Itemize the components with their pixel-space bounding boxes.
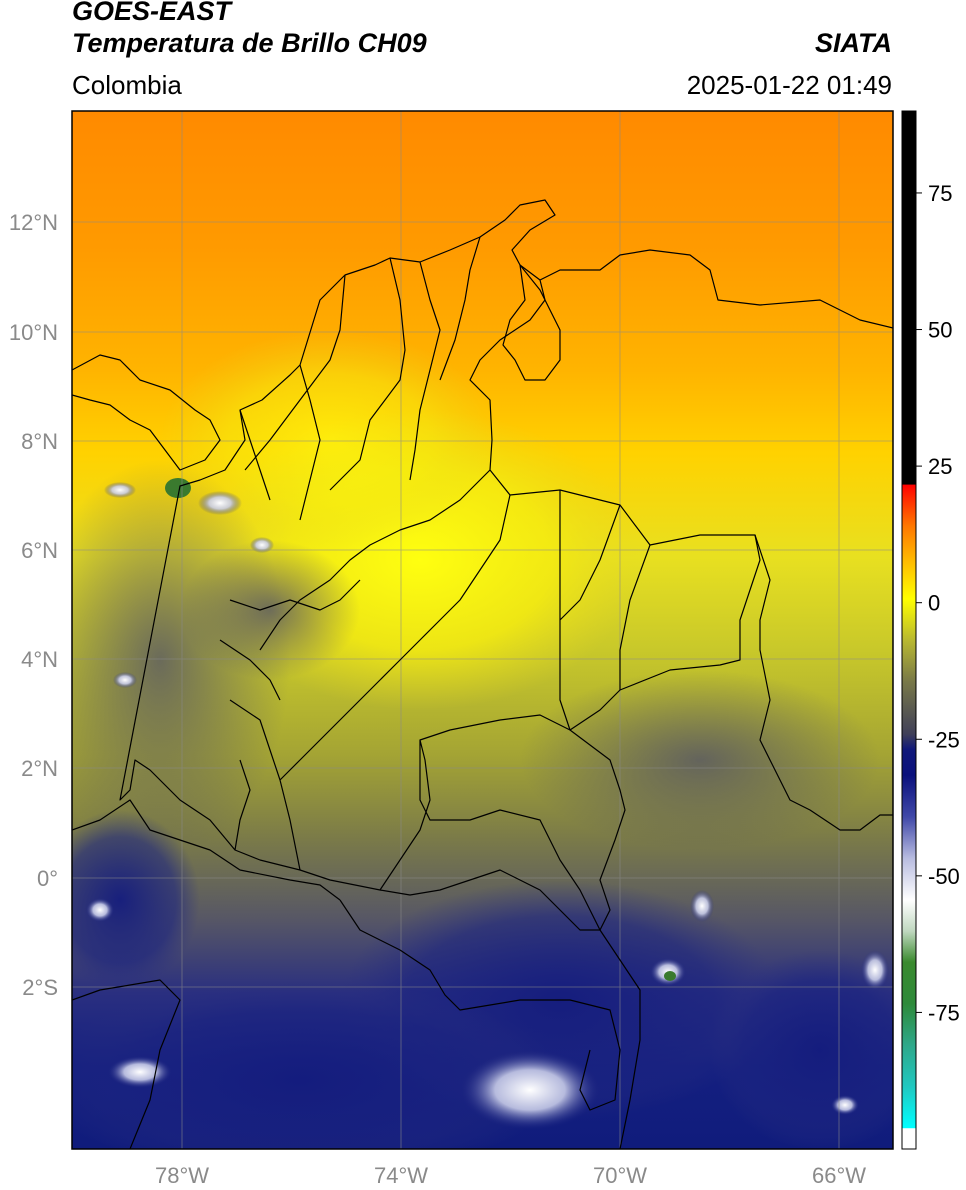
venezuela-coast xyxy=(539,249,893,329)
brightness-temperature-field xyxy=(72,111,893,1149)
colorbar-gradient xyxy=(901,110,917,1150)
lat-tick-label: 2°N xyxy=(21,756,58,781)
brazil-border xyxy=(599,929,641,1149)
lat-tick-label: 10°N xyxy=(9,320,58,345)
lat-tick-label: 12°N xyxy=(9,210,58,235)
region-label: Colombia xyxy=(72,70,182,100)
colorbar-tick-label: 0 xyxy=(928,591,940,616)
graticule xyxy=(72,111,893,1149)
colorbar-tick-label: -75 xyxy=(928,1000,960,1025)
colorbar-ticks: 75 50 25 0 -25 -50 -75 xyxy=(916,181,960,1025)
map-frame xyxy=(71,110,894,1150)
venezuela-south xyxy=(754,534,893,831)
colorbar-tick-label: 25 xyxy=(928,454,952,479)
agency-label: SIATA xyxy=(815,28,892,58)
peru-border xyxy=(339,899,621,1111)
lat-axis: 12°N 10°N 8°N 6°N 4°N 2°N 0° 2°S xyxy=(9,210,58,1000)
lat-tick-label: 4°N xyxy=(21,647,58,672)
datetime-label: 2025-01-22 01:49 xyxy=(686,70,892,100)
maracaibo-lake xyxy=(502,264,561,381)
lat-tick-label: 8°N xyxy=(21,429,58,454)
colombia-border xyxy=(119,199,761,931)
lat-tick-label: 6°N xyxy=(21,538,58,563)
department-lines xyxy=(219,236,651,931)
product-title: Temperatura de Brillo CH09 xyxy=(72,28,427,58)
lon-tick-label: 66°W xyxy=(812,1163,866,1188)
borders xyxy=(72,199,893,1149)
colorbar-tick-label: 75 xyxy=(928,181,952,206)
lat-tick-label: 0° xyxy=(37,866,58,891)
colorbar-tick-label: -50 xyxy=(928,864,960,889)
lat-tick-label: 2°S xyxy=(22,975,58,1000)
lon-tick-label: 78°W xyxy=(155,1163,209,1188)
ecuador-border xyxy=(72,799,341,901)
lon-tick-label: 74°W xyxy=(374,1163,428,1188)
panama-border xyxy=(72,354,221,471)
colorbar-tick-label: 50 xyxy=(928,318,952,343)
colorbar-tick-label: -25 xyxy=(928,727,960,752)
lon-axis: 78°W 74°W 70°W 66°W xyxy=(155,1163,866,1188)
colorbar: 75 50 25 0 -25 -50 -75 xyxy=(901,110,960,1150)
peru-south xyxy=(72,979,181,1149)
lon-tick-label: 70°W xyxy=(593,1163,647,1188)
satellite-title: GOES-EAST xyxy=(72,0,232,26)
